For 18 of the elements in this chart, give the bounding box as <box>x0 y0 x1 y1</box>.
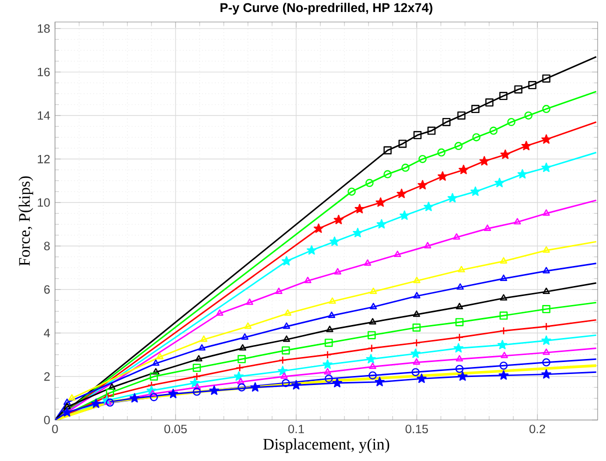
y-axis-title: Force, P(kips) <box>18 176 34 266</box>
x-tick-label: 0.2 <box>529 424 546 434</box>
x-tick-label: 0 <box>52 424 58 434</box>
x-tick-label: 0.1 <box>288 424 304 434</box>
y-tick-label: 18 <box>38 24 50 33</box>
y-tick-label: 2 <box>44 372 50 381</box>
y-tick-label: 10 <box>38 198 50 207</box>
y-tick-label: 12 <box>38 154 50 164</box>
y-tick-label: 14 <box>38 111 50 120</box>
x-tick-label: 0.05 <box>164 424 187 434</box>
y-tick-label: 6 <box>44 285 50 294</box>
y-tick-label: 16 <box>38 68 50 76</box>
y-tick-label: 0 <box>44 416 50 424</box>
x-tick-label: 0.15 <box>406 424 428 434</box>
x-axis-title: Displacement, y(in) <box>263 438 390 453</box>
y-tick-label: 8 <box>44 242 50 250</box>
chart-title: P-y Curve (No-predrilled, HP 12x74) <box>220 2 432 15</box>
y-tick-label: 4 <box>44 328 50 338</box>
